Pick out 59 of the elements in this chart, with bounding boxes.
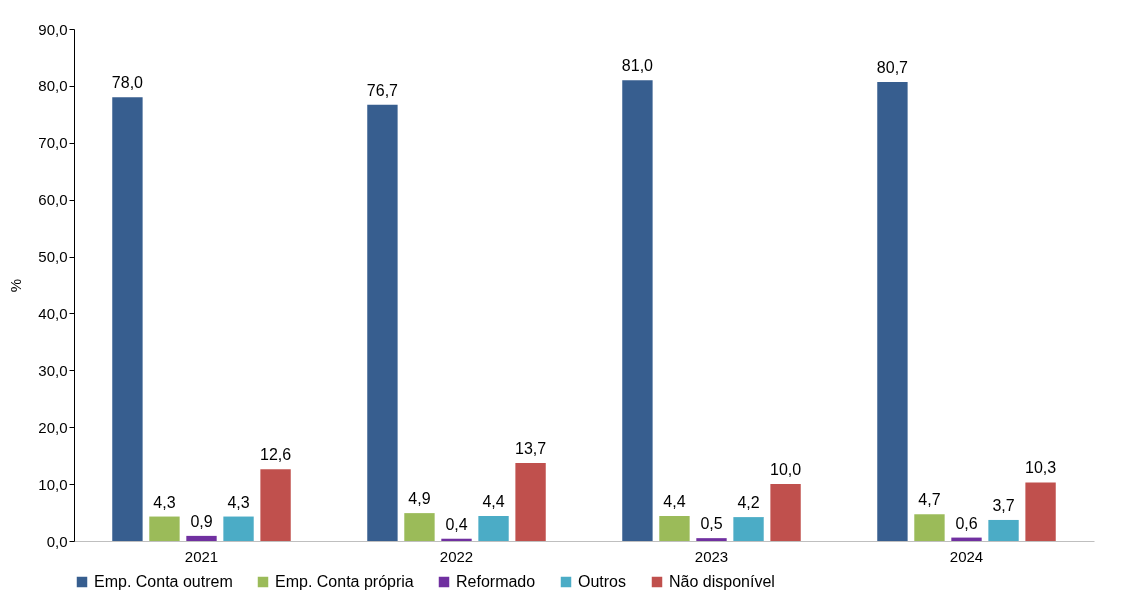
- y-tick-label: 50,0: [38, 248, 68, 266]
- bar: [914, 514, 945, 541]
- y-tick-label: 10,0: [38, 475, 68, 493]
- data-label: 12,6: [260, 446, 292, 464]
- bar: [733, 517, 764, 541]
- data-label: 3,7: [992, 496, 1015, 514]
- data-label: 0,9: [190, 512, 213, 530]
- legend-label: Reformado: [456, 573, 536, 590]
- y-tick-label: 70,0: [38, 134, 68, 152]
- bar: [770, 484, 801, 541]
- bar: [877, 81, 908, 541]
- bar: [186, 535, 217, 541]
- y-axis-title: %: [7, 278, 25, 293]
- bar: [622, 80, 653, 541]
- data-label: 4,9: [408, 490, 431, 508]
- bar: [112, 97, 143, 541]
- bar: [478, 515, 509, 541]
- data-label: 80,7: [876, 58, 909, 76]
- x-tick-label: 2023: [694, 547, 729, 565]
- x-tick-label: 2022: [439, 547, 474, 565]
- bar: [1025, 482, 1056, 541]
- bar: [260, 469, 291, 541]
- data-label: 81,0: [621, 57, 654, 75]
- data-label: 4,3: [153, 493, 176, 511]
- data-label: 0,5: [700, 515, 723, 533]
- bar: [223, 516, 254, 541]
- data-label: 4,2: [737, 494, 760, 512]
- y-tick-label: 30,0: [38, 361, 68, 379]
- bar: [515, 463, 546, 541]
- data-label: 10,3: [1025, 459, 1057, 477]
- bar: [404, 513, 435, 541]
- data-label: 4,7: [918, 491, 941, 509]
- bar: [367, 104, 398, 541]
- data-label: 10,0: [770, 461, 802, 479]
- y-tick-label: 90,0: [38, 20, 68, 38]
- bar: [149, 516, 180, 541]
- y-tick-label: 40,0: [38, 304, 68, 322]
- legend-label: Emp. Conta outrem: [94, 573, 233, 590]
- legend-label: Não disponível: [669, 573, 775, 590]
- data-label: 76,7: [366, 81, 399, 99]
- legend-label: Outros: [578, 573, 627, 590]
- data-label: 4,4: [663, 492, 686, 510]
- data-label: 0,6: [955, 514, 978, 532]
- x-tick-label: 2021: [184, 547, 219, 565]
- y-tick-label: 0,0: [46, 532, 68, 550]
- y-tick-label: 20,0: [38, 418, 68, 436]
- y-tick-label: 80,0: [38, 77, 68, 95]
- data-label: 78,0: [111, 74, 144, 92]
- data-label: 0,4: [445, 515, 468, 533]
- bar: [696, 538, 727, 541]
- y-tick-label: 60,0: [38, 191, 68, 209]
- legend-label: Emp. Conta própria: [275, 573, 414, 590]
- data-label: 4,4: [482, 492, 505, 510]
- data-label: 4,3: [227, 493, 250, 511]
- x-tick-label: 2024: [949, 547, 984, 565]
- bar: [988, 519, 1019, 541]
- data-label: 13,7: [515, 440, 547, 458]
- bar: [441, 538, 472, 541]
- bar: [659, 515, 690, 541]
